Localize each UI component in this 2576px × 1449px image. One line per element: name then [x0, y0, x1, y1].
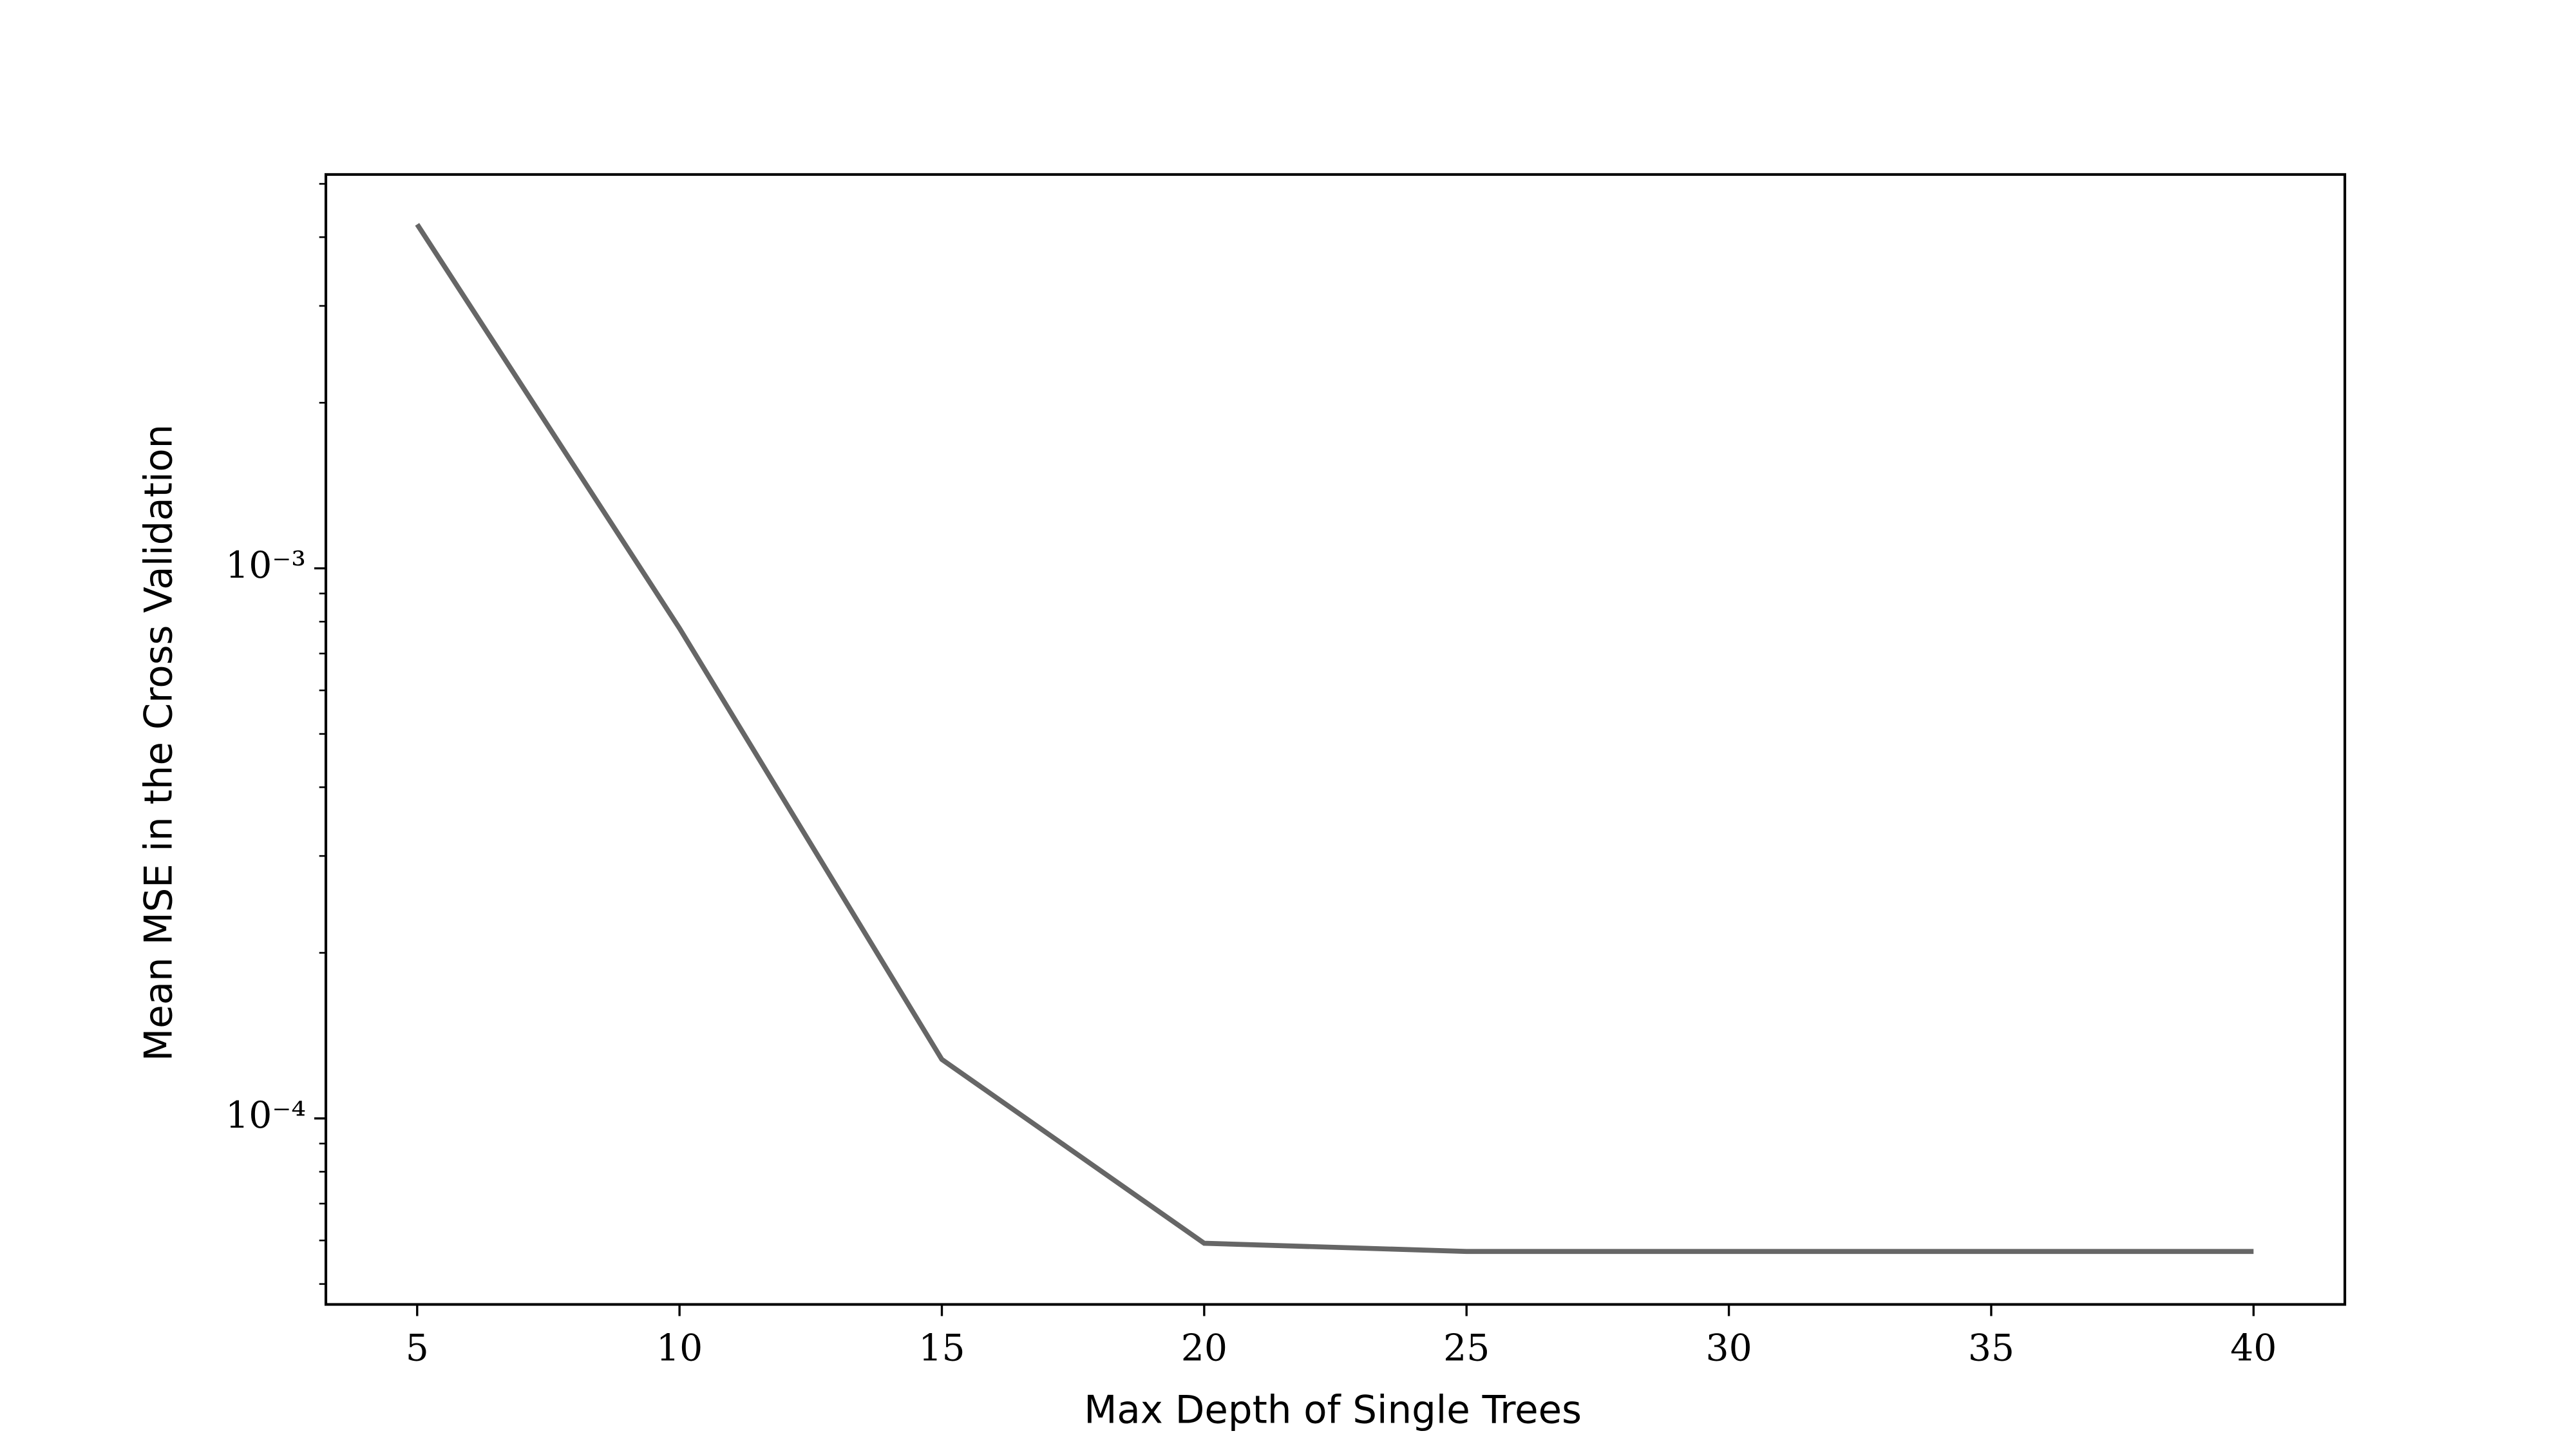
x-tick-label: 35: [1968, 1327, 2014, 1369]
x-tick-label: 10: [656, 1327, 703, 1369]
x-tick-label: 20: [1181, 1327, 1227, 1369]
x-axis-label: Max Depth of Single Trees: [1084, 1387, 1582, 1432]
line-series: [415, 223, 2254, 1255]
y-tick-label: 10⁻³: [225, 544, 306, 587]
x-tick-label: 40: [2230, 1327, 2277, 1369]
x-tick-label: 25: [1443, 1327, 1490, 1369]
plot-frame: [324, 173, 2347, 1306]
x-tick-label: 30: [1705, 1327, 1752, 1369]
y-tick-label: 10⁻⁴: [225, 1094, 306, 1137]
x-tick-label: 15: [918, 1327, 965, 1369]
y-axis-label: Mean MSE in the Cross Validation: [137, 424, 181, 1061]
x-tick-label: 5: [406, 1327, 429, 1369]
